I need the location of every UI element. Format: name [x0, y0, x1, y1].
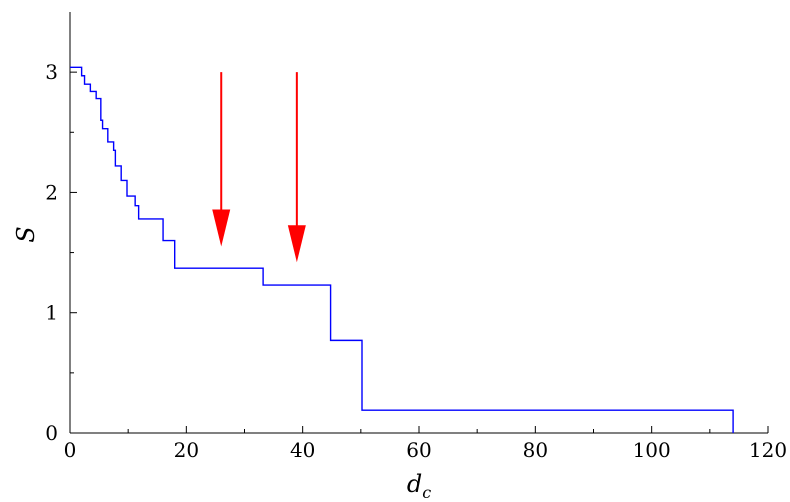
- x-axis-title: dc: [407, 470, 431, 502]
- annotation-layer: [212, 72, 306, 263]
- x-axis-title-base: d: [407, 470, 422, 498]
- y-tick-label: 0: [45, 421, 58, 445]
- arrow-head: [287, 225, 306, 263]
- x-tick-label: 100: [633, 438, 671, 462]
- y-tick-label: 1: [45, 301, 58, 325]
- y-tick-label: 2: [45, 180, 58, 204]
- series-line: [70, 66, 734, 433]
- annotation-arrow: [212, 72, 231, 247]
- arrow-head: [212, 209, 231, 247]
- x-tick-label: 120: [749, 438, 787, 462]
- series-layer: [70, 66, 734, 433]
- axes: [69, 12, 768, 434]
- x-tick-label: 20: [174, 438, 199, 462]
- y-axis-title: S: [12, 226, 40, 242]
- ticks: 0 20 40 60 80 100 120 0 1 2 3: [45, 60, 787, 462]
- x-tick-label: 80: [523, 438, 548, 462]
- y-tick-label: 3: [45, 60, 58, 84]
- annotation-arrow: [287, 72, 306, 263]
- x-axis-title-subscript: c: [422, 483, 431, 502]
- x-tick-label: 40: [290, 438, 315, 462]
- x-tick-label: 0: [64, 438, 77, 462]
- x-tick-label: 60: [406, 438, 431, 462]
